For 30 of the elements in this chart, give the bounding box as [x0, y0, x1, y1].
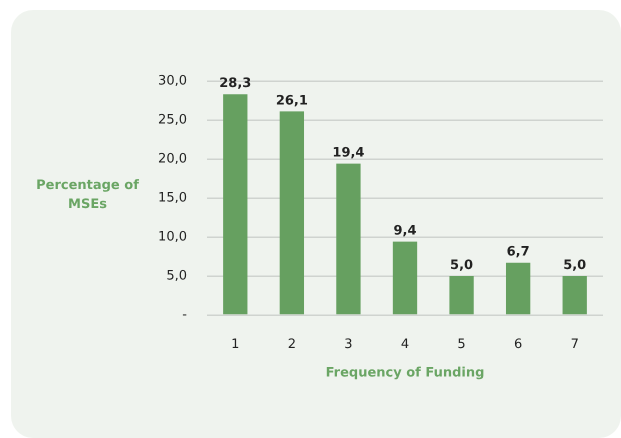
- data-label: 5,0: [450, 258, 474, 273]
- data-label: 26,1: [276, 93, 308, 108]
- x-tick-label: 3: [344, 337, 353, 352]
- bar: [506, 262, 530, 314]
- y-tick-label: 5,0: [166, 268, 187, 284]
- x-tick-label: 7: [570, 337, 579, 352]
- x-tick-label: 6: [514, 337, 522, 352]
- y-tick-label: -: [182, 307, 188, 322]
- data-label: 5,0: [563, 258, 586, 273]
- y-tick-label: 10,0: [158, 229, 187, 244]
- x-tick-label: 2: [288, 337, 296, 352]
- x-axis-title: Frequency of Funding: [326, 366, 484, 381]
- x-tick-label: 4: [400, 337, 410, 352]
- x-tick-label: 1: [231, 337, 240, 352]
- y-tick-label: 30,0: [158, 73, 187, 88]
- data-label: 19,4: [332, 146, 364, 161]
- data-label: 28,3: [219, 76, 252, 92]
- data-label: 6,7: [506, 244, 530, 260]
- y-axis-title: Percentage of MSEs: [35, 177, 140, 214]
- bar: [449, 276, 474, 314]
- x-tick-label: 5: [457, 337, 466, 352]
- bar: [223, 94, 248, 314]
- bar: [562, 276, 587, 314]
- y-tick-label: 20,0: [158, 151, 187, 166]
- data-label: 9,4: [393, 224, 417, 239]
- y-tick-label: 25,0: [158, 112, 187, 128]
- bar: [392, 242, 418, 314]
- bar: [336, 164, 361, 314]
- bar: [280, 111, 304, 314]
- y-tick-label: 15,0: [158, 190, 187, 206]
